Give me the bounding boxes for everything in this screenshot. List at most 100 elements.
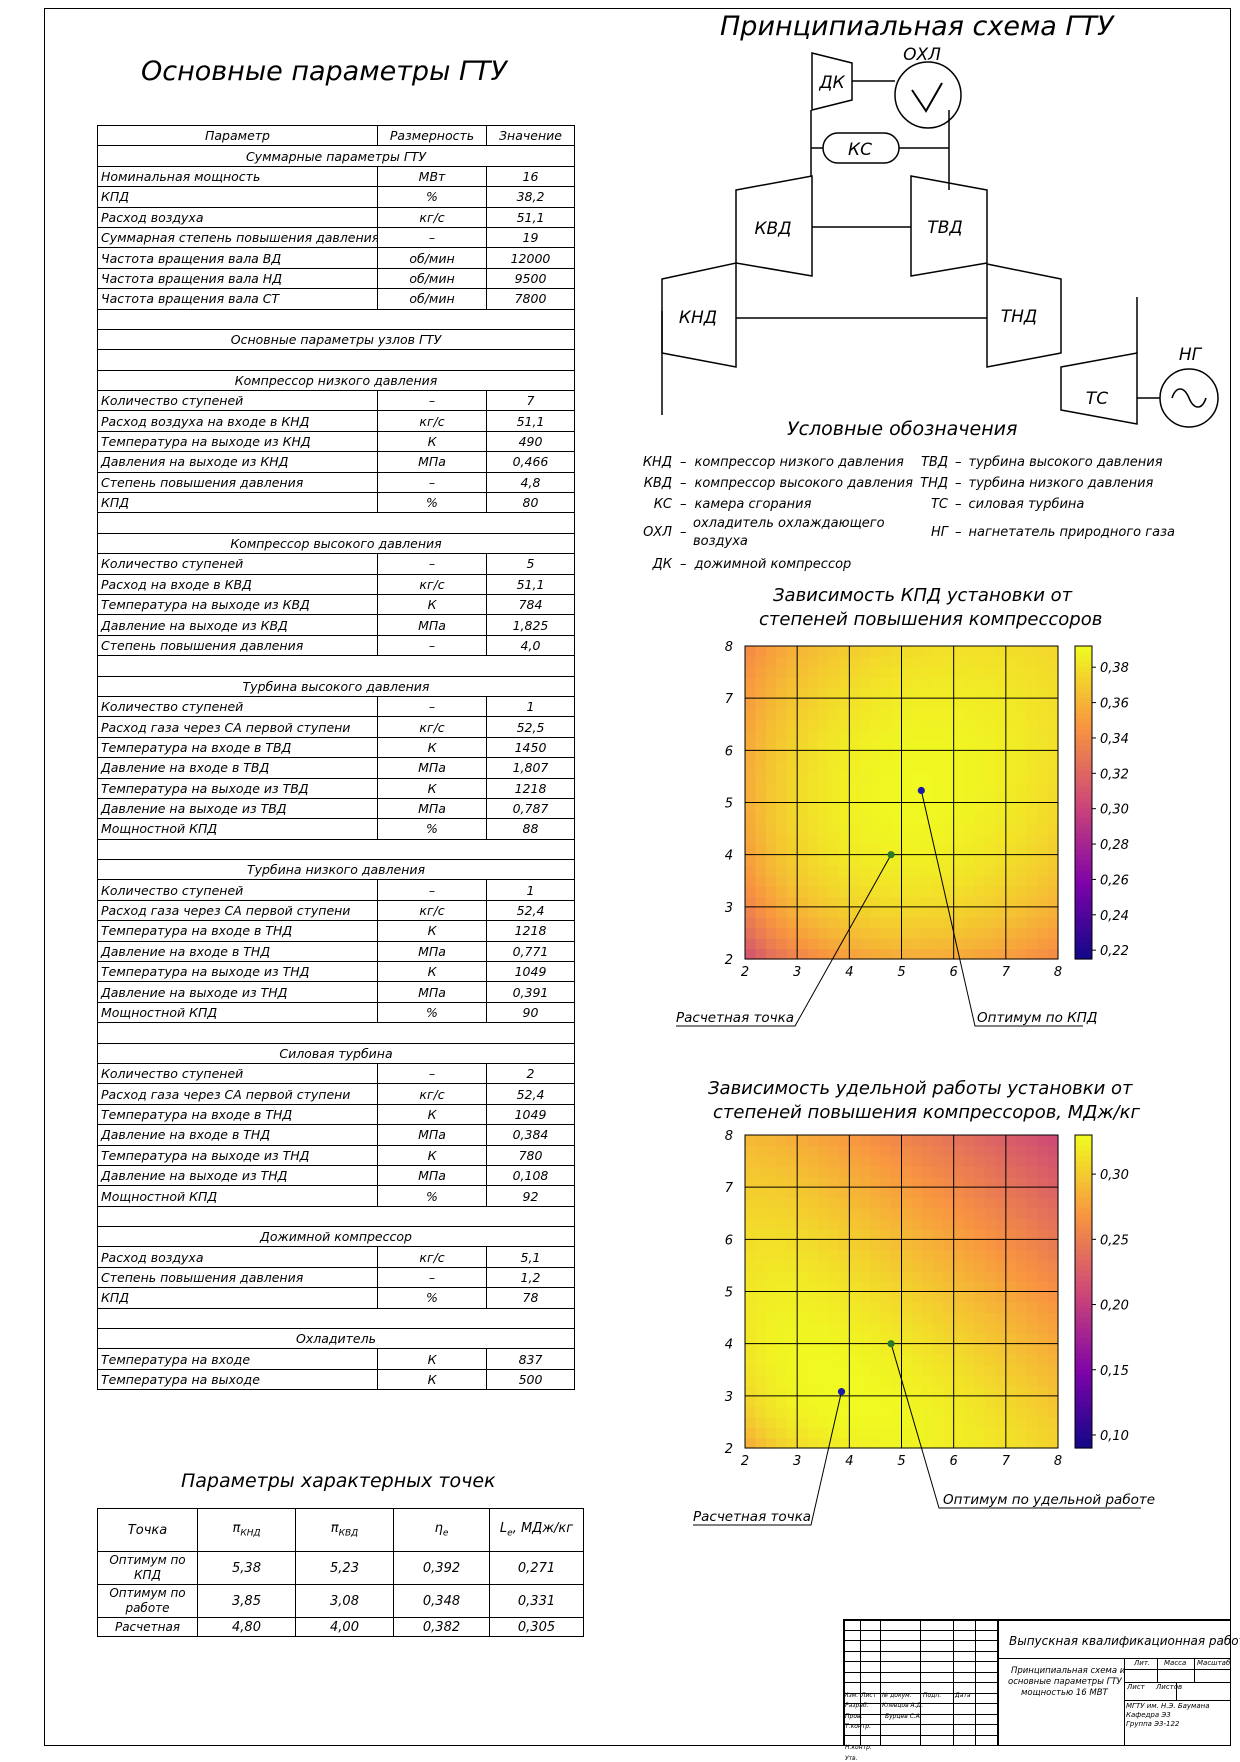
heatmap-cell	[818, 1281, 830, 1293]
heatmap-cell	[838, 1135, 850, 1147]
heatmap-cell	[755, 708, 767, 720]
heatmap-cell	[1037, 938, 1049, 950]
heatmap-cell	[755, 792, 767, 804]
heatmap-cell	[932, 1145, 944, 1157]
table-row: Степень повышения давления –4,8	[97, 471, 575, 494]
heatmap-cell	[838, 666, 850, 678]
heatmap-cell	[776, 698, 788, 710]
heatmap-cell	[943, 656, 955, 668]
heatmap-cell	[1026, 875, 1038, 887]
heatmap-cell	[776, 917, 788, 929]
heatmap-cell	[953, 948, 965, 960]
table-row: Расход газа через СА первой ступени кг/с 5…	[97, 899, 575, 922]
heatmap-cell	[859, 1239, 871, 1251]
heatmap-cell	[964, 656, 976, 668]
heatmap-cell	[922, 1427, 934, 1439]
heatmap-cell	[859, 1416, 871, 1428]
param-cell: Давление на входе в ТВД	[97, 757, 378, 779]
heatmap-cell	[1016, 666, 1028, 678]
heatmap-cell	[755, 854, 767, 866]
specific-work-heatmap-chart: 2 3 4 5 6 7 823456780,300,250,200,150,10Расчет…	[693, 1130, 1155, 1526]
heatmap-cell	[974, 1416, 986, 1428]
heatmap-cell	[1047, 760, 1059, 772]
heatmap-cell	[765, 1176, 777, 1188]
heatmap-cell	[755, 1135, 767, 1147]
colorbar-segment	[1075, 875, 1092, 882]
heatmap-cell	[849, 1176, 861, 1188]
heatmap-cell	[953, 1395, 965, 1407]
table-row: Температура на выходе из КВД К 784	[97, 593, 575, 616]
heatmap-cell	[964, 1176, 976, 1188]
unit-cell: кг/с	[377, 716, 487, 738]
heatmap-cell	[838, 1218, 850, 1230]
heatmap-cell	[943, 646, 955, 658]
heatmap-cell	[901, 760, 913, 772]
heatmap-cell	[755, 750, 767, 762]
heatmap-cell	[745, 646, 757, 658]
heatmap-cell	[745, 1176, 757, 1188]
heatmap-cell	[786, 1354, 798, 1366]
heatmap-cell	[849, 708, 861, 720]
heatmap-cell	[943, 938, 955, 950]
stamp-line	[843, 1734, 997, 1736]
heatmap-cell	[818, 833, 830, 845]
heatmap-cell	[1026, 854, 1038, 866]
heatmap-cell	[838, 1301, 850, 1313]
heatmap-cell	[849, 1145, 861, 1157]
heatmap-cell	[901, 1166, 913, 1178]
heatmap-cell	[859, 1270, 871, 1282]
heatmap-cell	[807, 1208, 819, 1220]
heatmap-cell	[891, 1406, 903, 1418]
heatmap-cell	[932, 1176, 944, 1188]
heatmap-cell	[786, 927, 798, 939]
heatmap-cell	[745, 812, 757, 824]
heatmap-cell	[807, 1197, 819, 1209]
heatmap-cell	[765, 938, 777, 950]
heatmap-cell	[1016, 948, 1028, 960]
heatmap-cell	[828, 938, 840, 950]
heatmap-cell	[1026, 1197, 1038, 1209]
heatmap-cell	[1016, 708, 1028, 720]
heatmap-cell	[797, 687, 809, 699]
heatmap-cell	[838, 917, 850, 929]
heatmap-cell	[797, 771, 809, 783]
heatmap-cell	[828, 948, 840, 960]
stamp-scale: Масштаб	[1197, 1659, 1231, 1667]
heatmap-cell	[838, 802, 850, 814]
y-tick-label: 7	[725, 692, 734, 707]
label-ohl: ОХЛ	[903, 45, 941, 65]
heatmap-cell	[995, 1218, 1007, 1230]
heatmap-cell	[807, 687, 819, 699]
heatmap-cell	[1005, 687, 1017, 699]
heatmap-cell	[922, 1281, 934, 1293]
heatmap-cell	[932, 1312, 944, 1324]
heatmap-cell	[974, 1145, 986, 1157]
heatmap-cell	[807, 917, 819, 929]
heatmap-cell	[943, 917, 955, 929]
heatmap-cell	[786, 1312, 798, 1324]
legend-item-dk: ДК – дожимной компрессор	[652, 557, 852, 572]
heatmap-cell	[838, 1333, 850, 1345]
colorbar-segment	[1075, 1265, 1092, 1272]
heatmap-cell	[1047, 865, 1059, 877]
heatmap-cell	[849, 906, 861, 918]
colorbar-segment	[1075, 651, 1092, 658]
heatmap-cell	[953, 1218, 965, 1230]
heatmap-cell	[870, 1374, 882, 1386]
heatmap-cell	[932, 812, 944, 824]
heatmap-cell	[964, 885, 976, 897]
heatmap-cell	[870, 646, 882, 658]
heatmap-cell	[1037, 760, 1049, 772]
table-row: Давление на выходе из ТВД МПа 0,787	[97, 797, 575, 820]
heatmap-cell	[984, 927, 996, 939]
heatmap-cell	[776, 927, 788, 939]
heatmap-cell	[911, 1364, 923, 1376]
heatmap-cell	[755, 719, 767, 731]
heatmap-cell	[745, 823, 757, 835]
heatmap-cell	[953, 1239, 965, 1251]
heatmap-cell	[911, 938, 923, 950]
heatmap-cell	[849, 917, 861, 929]
heatmap-cell	[1047, 1197, 1059, 1209]
heatmap-cell	[901, 896, 913, 908]
heatmap-cell	[745, 739, 757, 751]
